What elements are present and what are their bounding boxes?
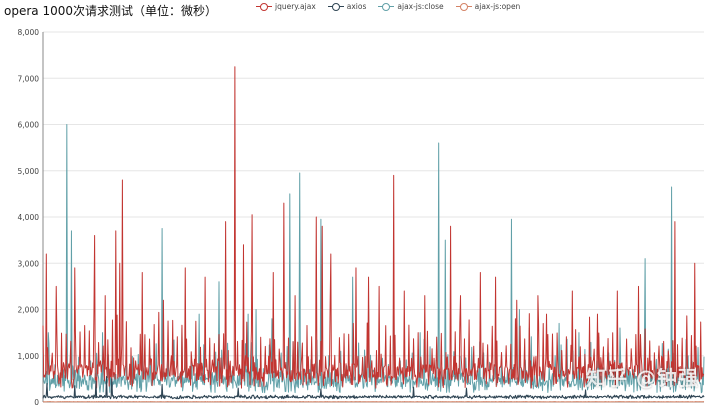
series-line-axios — [42, 376, 705, 400]
legend-item-ajax-js-open[interactable]: ajax-js:open — [455, 2, 521, 11]
legend-label: ajax-js:close — [397, 2, 444, 11]
legend-item-jquery-ajax[interactable]: jquery.ajax — [256, 2, 316, 11]
legend-item-ajax-js-close[interactable]: ajax-js:close — [378, 2, 444, 11]
y-tick-label: 1,000 — [18, 352, 40, 361]
chart-title: opera 1000次请求测试（单位：微秒） — [4, 4, 217, 18]
y-tick-label: 3,000 — [18, 259, 40, 268]
legend-swatch-icon — [378, 2, 395, 11]
watermark: 知乎 @钟强 — [586, 366, 699, 390]
chart-legend: jquery.ajax axios ajax-js:close ajax-js:… — [256, 2, 520, 11]
legend-swatch-icon — [455, 2, 472, 11]
y-tick-label: 2,000 — [18, 306, 40, 315]
y-tick-label: 7,000 — [18, 74, 40, 83]
legend-swatch-icon — [327, 2, 344, 11]
y-tick-label: 5,000 — [18, 167, 40, 176]
legend-swatch-icon — [256, 2, 272, 11]
series-line-jquery-ajax — [42, 66, 705, 389]
y-tick-label: 6,000 — [18, 121, 40, 130]
legend-label: axios — [346, 2, 367, 11]
y-tick-label: 0 — [34, 398, 39, 407]
y-tick-label: 8,000 — [18, 28, 40, 37]
legend-label: ajax-js:open — [474, 2, 521, 11]
y-tick-label: 4,000 — [18, 213, 40, 222]
legend-item-axios[interactable]: axios — [327, 2, 367, 11]
legend-label: jquery.ajax — [275, 2, 316, 11]
